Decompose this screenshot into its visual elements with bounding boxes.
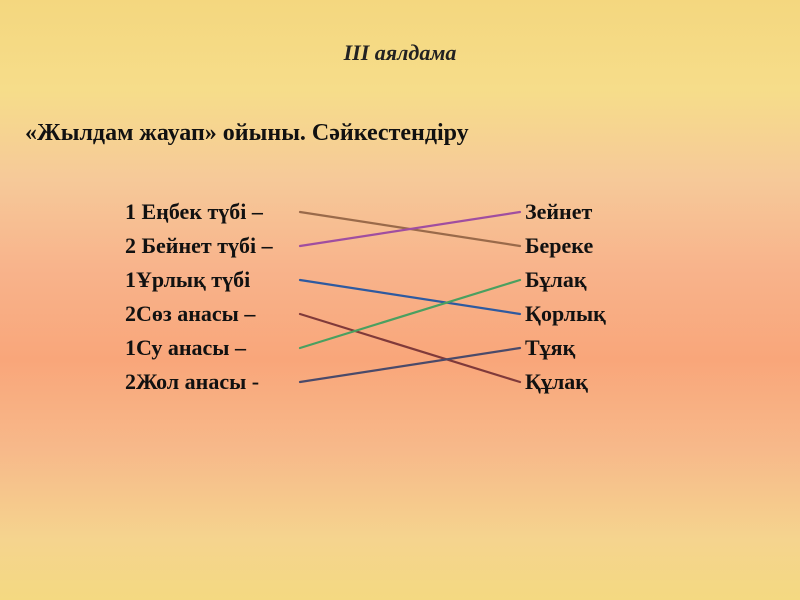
left-item: 2Жол анасы - (125, 365, 273, 399)
match-line (300, 280, 520, 314)
match-line (300, 212, 520, 246)
left-item: 1 Еңбек түбі – (125, 195, 273, 229)
right-item: Тұяқ (525, 331, 606, 365)
match-line (300, 280, 520, 348)
right-item: Зейнет (525, 195, 606, 229)
left-item: 2 Бейнет түбі – (125, 229, 273, 263)
match-line (300, 314, 520, 382)
right-item: Қорлық (525, 297, 606, 331)
left-item: 2Сөз анасы – (125, 297, 273, 331)
section-title-text: ІІІ аялдама (344, 40, 457, 65)
left-item: 1Ұрлық түбі (125, 263, 273, 297)
match-line (300, 348, 520, 382)
game-subtitle: «Жылдам жауап» ойыны. Сәйкестендіру (25, 120, 469, 147)
right-item: Құлақ (525, 365, 606, 399)
connection-lines (0, 0, 800, 600)
left-item: 1Су анасы – (125, 331, 273, 365)
right-item: Бұлақ (525, 263, 606, 297)
left-column: 1 Еңбек түбі –2 Бейнет түбі –1Ұрлық түбі… (125, 195, 273, 399)
game-subtitle-text: «Жылдам жауап» ойыны. Сәйкестендіру (25, 120, 469, 146)
match-line (300, 212, 520, 246)
right-column: ЗейнетБерекеБұлақҚорлықТұяқҚұлақ (525, 195, 606, 399)
section-title: ІІІ аялдама (0, 40, 800, 66)
right-item: Береке (525, 229, 606, 263)
